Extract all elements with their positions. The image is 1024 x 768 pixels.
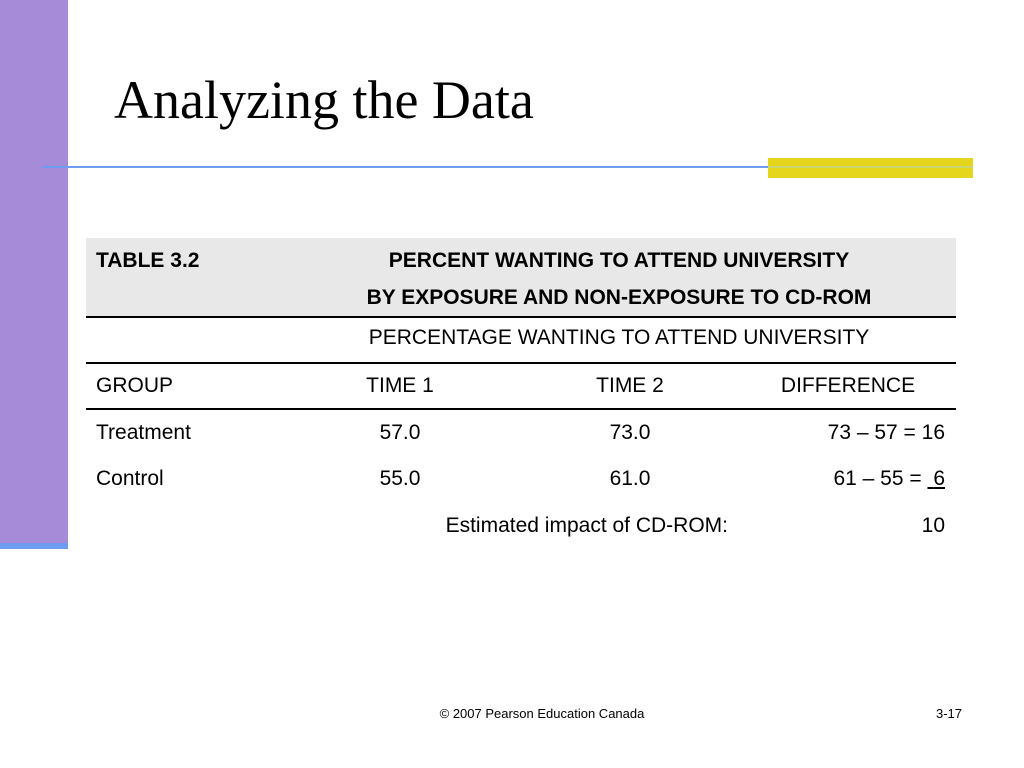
column-header-group: GROUP [96,374,174,397]
table-title-line1: PERCENT WANTING TO ATTEND UNIVERSITY [388,249,850,272]
row-time2: 61.0 [609,467,651,490]
table-rule-top [86,316,956,318]
difference-value: 6 [933,467,945,490]
slide-number: 3-17 [935,706,962,721]
title-rule [42,166,972,168]
row-time2: 73.0 [609,421,651,444]
row-difference: 61 – 55 = 6 [700,467,945,491]
row-group: Control [96,467,164,490]
table-subheader: PERCENTAGE WANTING TO ATTEND UNIVERSITY [368,326,870,349]
row-time1: 57.0 [379,421,421,444]
summary-label: Estimated impact of CD-ROM: [445,514,728,537]
table-title-line2: BY EXPOSURE AND NON-EXPOSURE TO CD-ROM [366,286,872,309]
column-header-difference: DIFFERENCE [780,374,916,397]
row-difference: 73 – 57 = 16 [827,421,945,444]
summary-value: 10 [921,514,945,537]
table-label: TABLE 3.2 [96,249,200,272]
slide-title: Analyzing the Data [114,70,534,130]
row-time1: 55.0 [379,467,421,490]
table-header-background [86,238,956,317]
left-decorative-bar [0,0,68,549]
table-rule-columns [86,408,956,410]
title-accent-bar [768,158,973,178]
difference-expression: 61 – 55 = [833,467,928,490]
footer-copyright: © 2007 Pearson Education Canada [439,706,645,721]
column-header-time2: TIME 2 [596,374,664,397]
accent-inner-line [768,166,973,168]
left-bar-bottom-edge [0,543,68,549]
table-rule-subheader [86,362,956,364]
column-header-time1: TIME 1 [366,374,434,397]
row-group: Treatment [96,421,191,444]
